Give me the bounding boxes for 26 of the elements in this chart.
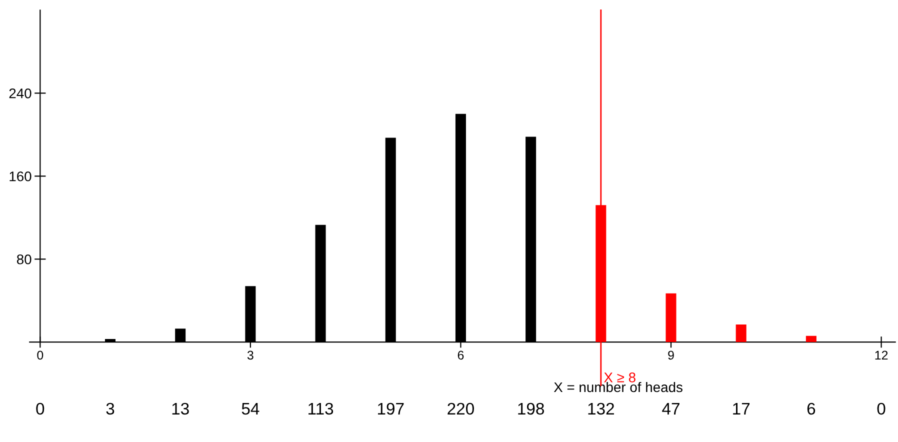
text: 220: [448, 402, 474, 415]
x-tick-label: 0: [37, 350, 44, 360]
bar: [736, 324, 746, 342]
bar: [806, 336, 816, 342]
text: 132: [588, 402, 614, 415]
x-tick-label: 6: [458, 350, 464, 360]
text: 54: [242, 403, 260, 415]
bar: [666, 293, 676, 342]
y-tick-label: 160: [10, 171, 32, 182]
x-tick-label: 9: [668, 350, 674, 360]
text: 0: [36, 402, 44, 415]
text: 3: [106, 402, 114, 415]
text: 197: [378, 402, 404, 415]
text: 6: [807, 402, 816, 415]
text: 198: [518, 402, 544, 415]
text: 17: [733, 403, 750, 414]
text: 113: [308, 402, 334, 415]
x-tick-label: 3: [247, 350, 254, 360]
y-tick-label: 80: [16, 254, 32, 264]
x-axis-title: X = number of heads: [554, 382, 682, 392]
text: 13: [172, 402, 189, 415]
text: 47: [662, 403, 680, 414]
ref-line-label: X ≥ 8: [604, 372, 636, 382]
x-tick-label: 12: [875, 350, 888, 360]
y-tick-label: 240: [9, 88, 32, 98]
text: 0: [877, 402, 886, 415]
